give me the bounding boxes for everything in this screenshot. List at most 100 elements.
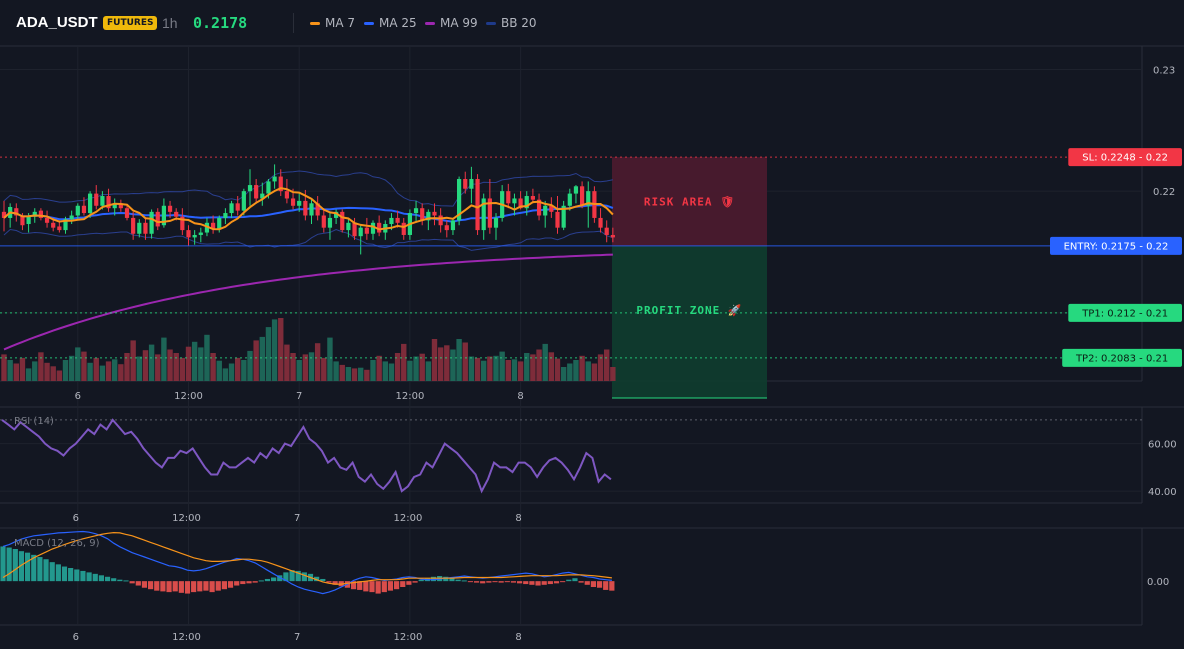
volume-bar [38, 352, 44, 381]
candle-body [457, 178, 462, 221]
macd-line [2, 530, 612, 595]
macd-histogram-bar [572, 578, 578, 582]
volume-bar [321, 357, 327, 381]
macd-time-tick-label: 6 [73, 632, 79, 643]
macd-histogram-bar [203, 581, 209, 591]
volume-bar [7, 360, 13, 381]
macd-histogram-bar [264, 578, 271, 582]
macd-histogram-bar [55, 564, 61, 582]
macd-histogram-bar [320, 578, 326, 582]
legend-bb20[interactable]: BB 20 [486, 16, 537, 30]
macd-histogram-bar [6, 547, 12, 582]
volume-bar [112, 359, 118, 381]
rsi-tick-label: 40.00 [1148, 487, 1177, 498]
volume-bar [542, 343, 548, 381]
legend-ma99[interactable]: MA 99 [425, 16, 478, 30]
candle-body [567, 193, 572, 206]
volume-bar [99, 365, 106, 381]
rsi-time-tick-label: 7 [294, 513, 300, 524]
candle-body [51, 222, 56, 228]
candle-body [377, 222, 382, 233]
volume-bar [407, 360, 413, 381]
volume-bar [530, 354, 536, 381]
level-tag-sl [1068, 148, 1182, 167]
candle-body [512, 198, 517, 204]
macd-histogram-bar [129, 581, 135, 584]
macd-histogram-bar [31, 554, 37, 582]
candle-body [180, 216, 185, 231]
volume-bar [413, 356, 419, 381]
candle-body [524, 196, 529, 209]
macd-histogram-bar [535, 581, 541, 586]
candle-body [586, 191, 591, 206]
candle-body [106, 196, 111, 209]
macd-histogram-bar [357, 581, 363, 590]
macd-histogram-bar [523, 581, 529, 585]
candle-body [88, 193, 93, 214]
volume-bar [155, 354, 161, 381]
legend-label: MA 7 [325, 16, 356, 30]
volume-bar [610, 367, 616, 381]
legend-ma25[interactable]: MA 25 [364, 16, 417, 30]
candle-body [610, 234, 615, 238]
macd-histogram-bar [603, 581, 609, 590]
volume-bar [425, 361, 432, 381]
macd-histogram-bar [246, 581, 252, 584]
macd-histogram-bar [154, 581, 160, 591]
candle-body [530, 196, 535, 200]
candle-body [254, 185, 259, 199]
volume-bar [32, 361, 38, 381]
timeframe-label[interactable]: 1h [162, 15, 178, 31]
candle-body [469, 178, 474, 189]
legend-ma7[interactable]: MA 7 [310, 16, 355, 30]
volume-bar [394, 353, 401, 381]
volume-bar [75, 347, 81, 381]
volume-bar [191, 341, 198, 381]
candle-body [432, 211, 437, 216]
candle-body [487, 198, 492, 228]
legend-label: MA 25 [379, 16, 417, 30]
macd-histogram-bar [326, 581, 332, 583]
macd-time-tick-label: 7 [294, 632, 300, 643]
macd-histogram-bar [473, 581, 480, 583]
candle-body [192, 234, 197, 238]
level-label-tp1: TP1: 0.212 - 0.21 [1081, 308, 1168, 319]
candle-body [278, 176, 283, 192]
volume-bar [505, 360, 511, 381]
volume-bar [130, 340, 136, 381]
macd-histogram-bar [240, 581, 246, 585]
candle-body [327, 217, 333, 228]
macd-histogram-bar [529, 581, 535, 585]
candle-body [364, 227, 369, 234]
macd-histogram-bar [486, 581, 492, 583]
candle-body [124, 208, 130, 218]
macd-histogram-bar [12, 549, 18, 582]
candle-body [555, 211, 560, 228]
macd-histogram-bar [541, 581, 547, 585]
ma7-line [3, 187, 614, 231]
volume-bar [573, 360, 579, 381]
candle-body [174, 211, 179, 217]
candle-body [57, 226, 62, 231]
volume-bar [419, 353, 425, 381]
volume-bar [118, 364, 124, 381]
candle-body [536, 199, 542, 216]
candle-body [395, 217, 400, 223]
macd-histogram-bar [43, 559, 49, 582]
macd-histogram-bar [160, 581, 166, 592]
volume-bar [560, 367, 567, 381]
candle-body [475, 178, 480, 231]
volume-bar [370, 360, 376, 381]
macd-histogram-bar [455, 579, 461, 582]
profit-zone-label: PROFIT ZONE 🚀 [636, 304, 742, 317]
futures-badge: FUTURES [103, 16, 158, 30]
volume-bar [382, 361, 388, 381]
macd-histogram-bar [289, 570, 295, 582]
symbol-title[interactable]: ADA_USDT [16, 14, 98, 31]
macd-histogram-bar [332, 581, 338, 585]
macd-histogram-bar [172, 581, 178, 592]
candle-body [26, 215, 31, 225]
time-tick-label: 12:00 [174, 391, 203, 402]
rsi-title: RSI (14) [14, 416, 54, 427]
